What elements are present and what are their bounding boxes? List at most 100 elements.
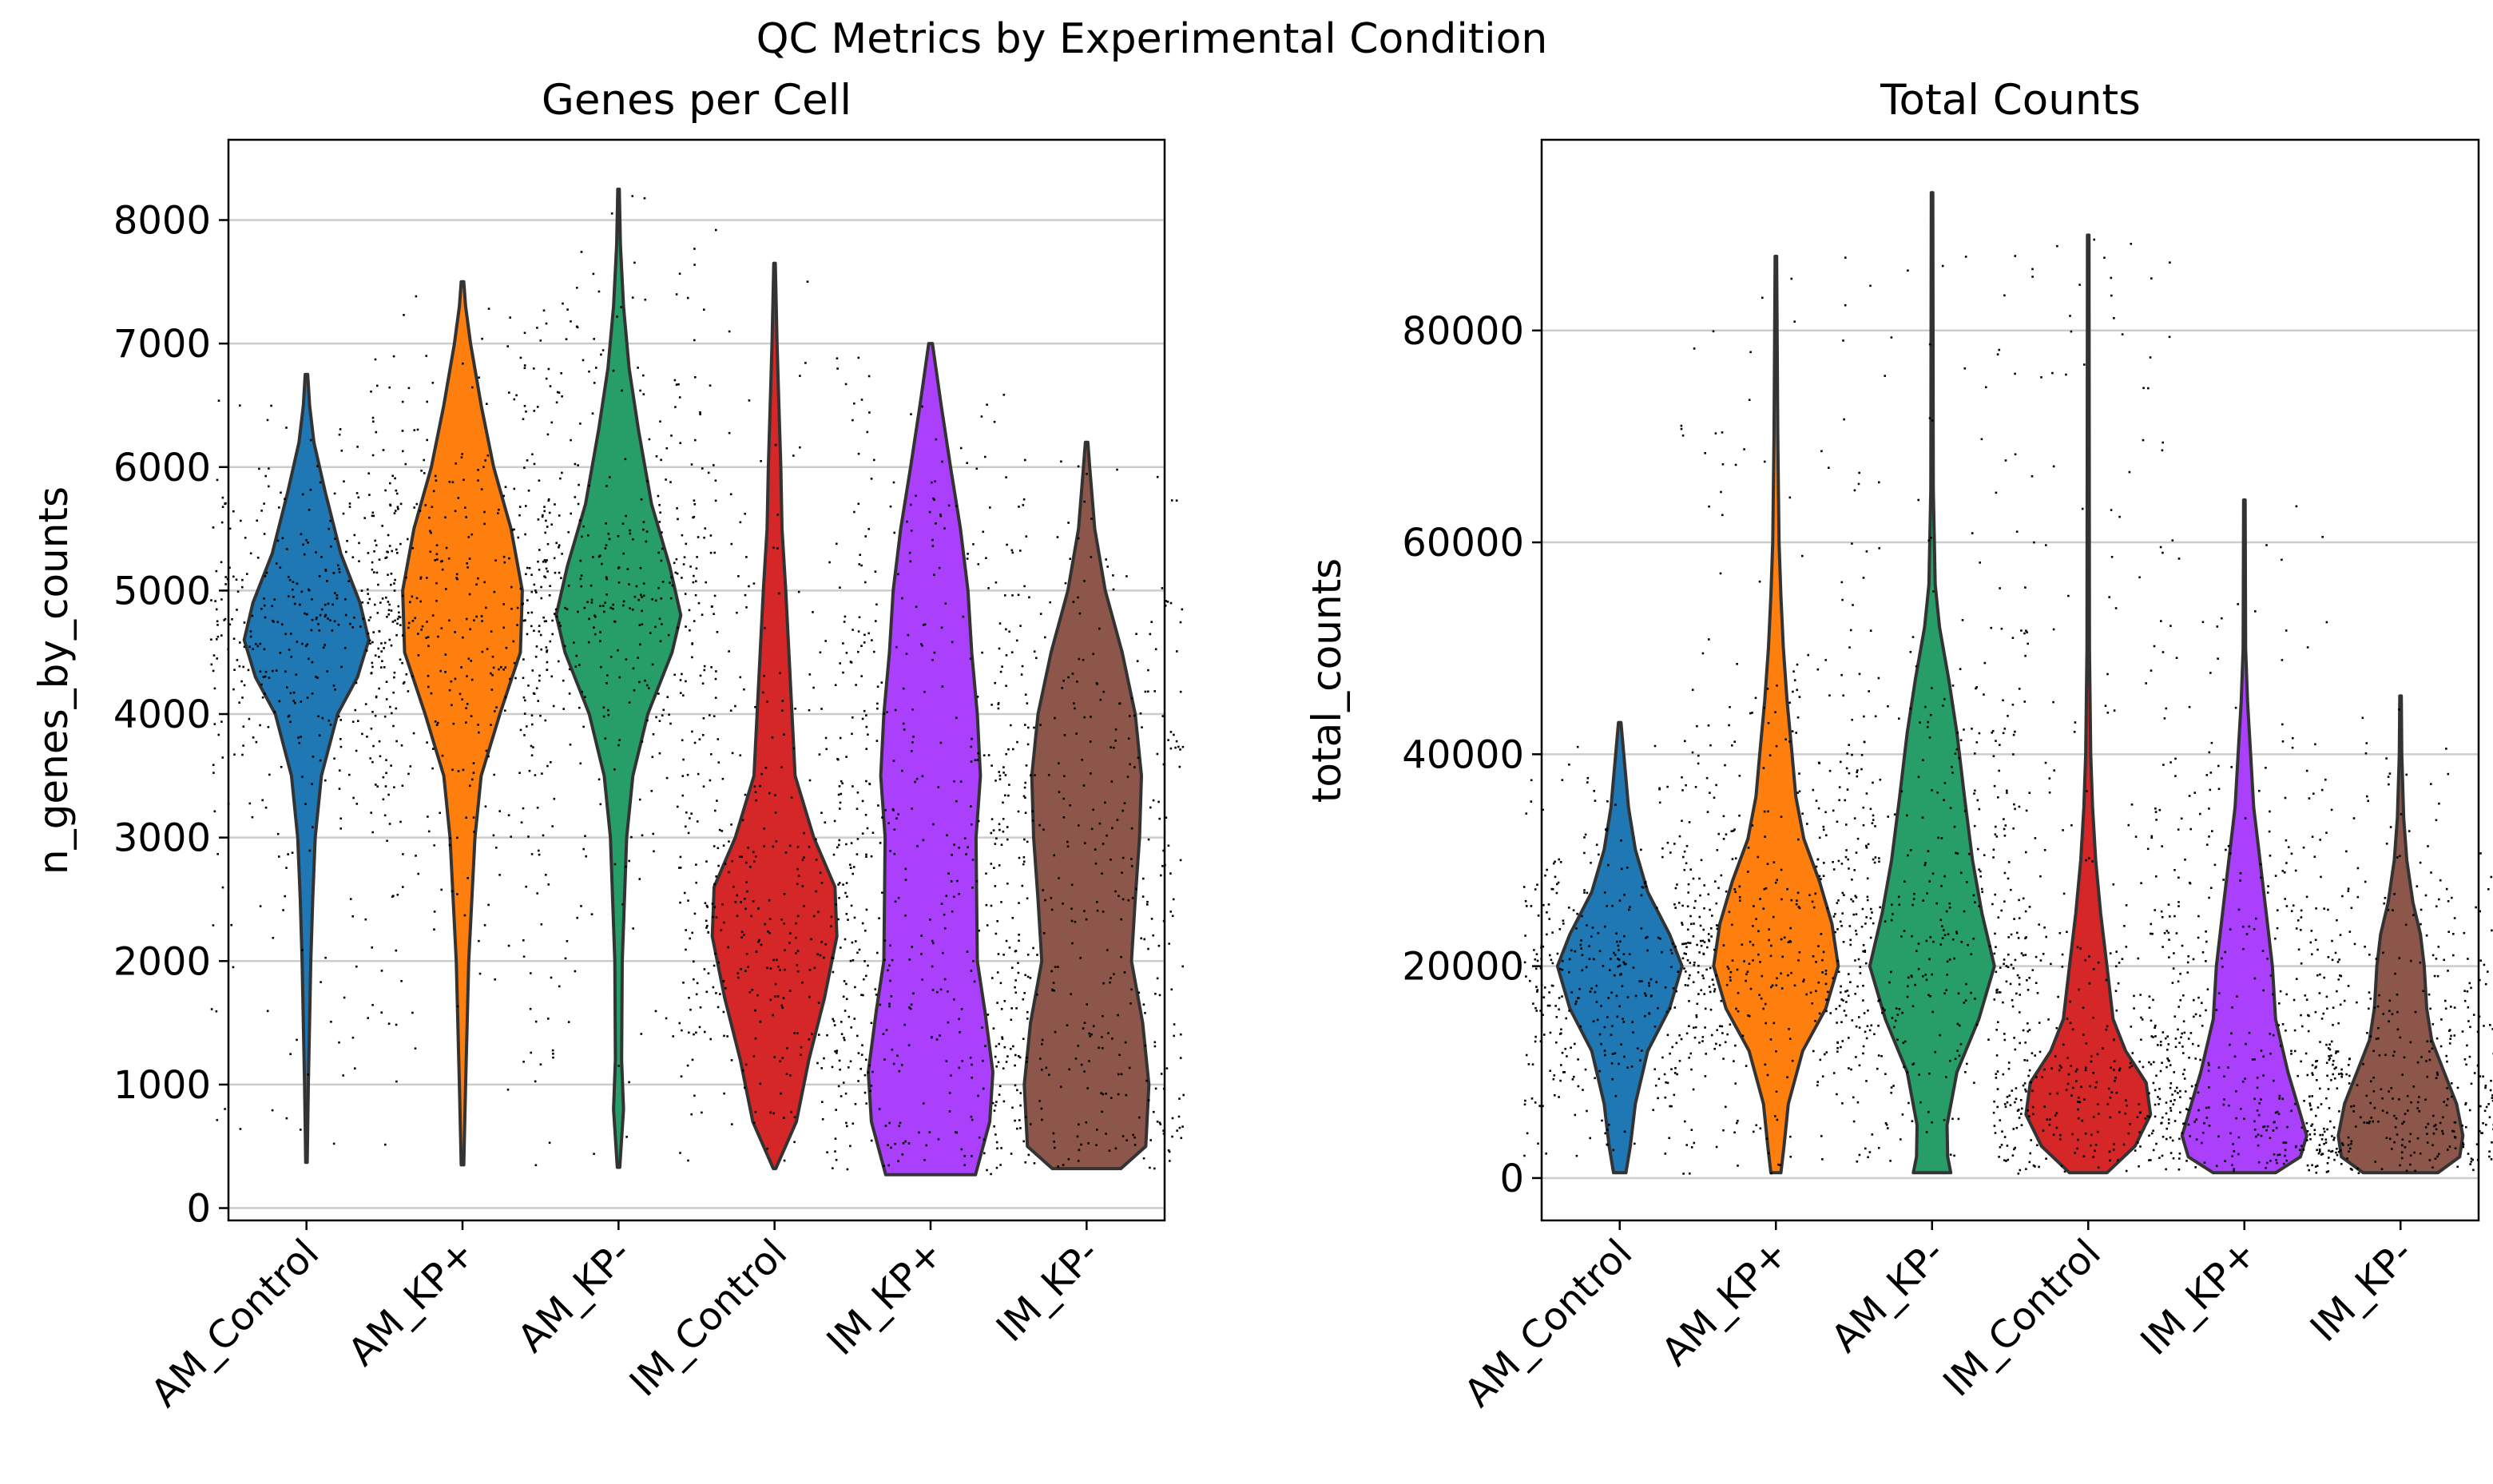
cell-point	[1709, 908, 1711, 911]
cell-point	[1121, 856, 1125, 859]
cell-point	[1713, 948, 1716, 951]
cell-point	[901, 1153, 904, 1156]
cell-point	[1542, 808, 1544, 811]
cell-point	[1953, 1154, 1955, 1157]
cell-point	[2065, 373, 2067, 376]
cell-point	[658, 752, 661, 755]
cell-point	[1026, 743, 1030, 746]
cell-point	[1879, 778, 1882, 781]
cell-point	[574, 496, 577, 498]
cell-point	[2274, 875, 2277, 877]
cell-point	[1685, 1032, 1689, 1035]
cell-point	[847, 919, 849, 921]
cell-point	[812, 915, 816, 918]
cell-point	[1696, 943, 1698, 946]
cell-point	[996, 1147, 998, 1150]
cell-point	[864, 929, 867, 932]
cell-point	[417, 633, 419, 635]
cell-point	[933, 651, 936, 654]
cell-point	[965, 853, 967, 855]
cell-point	[2026, 1059, 2029, 1062]
cell-point	[1862, 944, 1865, 946]
cell-point	[1527, 1063, 1530, 1065]
cell-point	[2118, 962, 2121, 964]
cell-point	[221, 506, 224, 508]
cell-point	[837, 1085, 840, 1088]
cell-point	[1680, 424, 1683, 427]
cell-point	[2491, 1097, 2493, 1099]
cell-point	[721, 777, 724, 780]
cell-point	[248, 645, 251, 649]
cell-point	[1104, 801, 1106, 804]
cell-point	[849, 1145, 852, 1148]
cell-point	[2339, 974, 2341, 977]
cell-point	[1120, 918, 1122, 921]
cell-point	[2256, 1077, 2259, 1079]
cell-point	[2122, 1143, 2126, 1146]
cell-point	[886, 711, 888, 713]
cell-point	[2410, 1101, 2412, 1104]
cell-point	[2372, 1120, 2374, 1123]
cell-point	[400, 980, 403, 982]
cell-point	[677, 383, 680, 386]
cell-point	[2278, 1153, 2281, 1156]
cell-point	[510, 835, 512, 838]
cell-point	[2479, 1075, 2482, 1077]
cell-point	[2031, 268, 2034, 271]
cell-point	[1843, 894, 1845, 896]
cell-point	[1141, 895, 1145, 898]
cell-point	[2395, 1117, 2398, 1120]
cell-point	[470, 715, 473, 717]
cell-point	[2285, 905, 2289, 907]
cell-point	[2389, 826, 2392, 828]
cell-point	[508, 391, 510, 394]
cell-point	[1047, 774, 1050, 776]
cell-point	[2331, 1135, 2333, 1137]
cell-point	[2418, 1096, 2420, 1098]
cell-point	[2281, 1023, 2285, 1026]
cell-point	[740, 901, 742, 903]
cell-point	[931, 659, 934, 661]
cell-point	[865, 908, 868, 911]
cell-point	[2292, 736, 2294, 740]
cell-point	[1696, 1002, 1699, 1006]
cell-point	[753, 785, 756, 788]
cell-point	[580, 585, 583, 588]
cell-point	[530, 853, 534, 855]
cell-point	[831, 956, 833, 959]
cell-point	[683, 556, 686, 558]
cell-point	[538, 479, 541, 482]
cell-point	[1673, 1093, 1676, 1097]
cell-point	[260, 510, 263, 512]
cell-point	[639, 643, 641, 646]
cell-point	[1816, 1084, 1819, 1087]
cell-point	[1769, 1038, 1772, 1041]
cell-point	[380, 642, 383, 645]
cell-point	[2194, 1057, 2197, 1060]
cell-point	[1893, 1026, 1896, 1029]
cell-point	[385, 759, 387, 761]
cell-point	[1132, 1133, 1134, 1137]
cell-point	[1809, 991, 1812, 994]
cell-point	[635, 585, 638, 588]
cell-point	[1766, 1073, 1769, 1077]
cell-point	[333, 620, 336, 623]
cell-point	[534, 1080, 537, 1083]
cell-point	[870, 1022, 873, 1025]
cell-point	[2021, 1107, 2023, 1110]
cell-point	[2138, 1131, 2141, 1133]
cell-point	[709, 534, 713, 537]
cell-point	[1147, 1099, 1150, 1101]
cell-point	[1620, 867, 1623, 871]
cell-point	[859, 1068, 862, 1070]
cell-point	[409, 765, 412, 768]
cell-point	[984, 1045, 986, 1047]
cell-point	[228, 566, 231, 569]
cell-point	[604, 547, 607, 550]
cell-point	[478, 376, 480, 379]
cell-point	[2128, 470, 2131, 474]
cell-point	[779, 1060, 781, 1062]
cell-point	[374, 603, 376, 606]
cell-point	[600, 353, 602, 356]
cell-point	[774, 794, 776, 796]
